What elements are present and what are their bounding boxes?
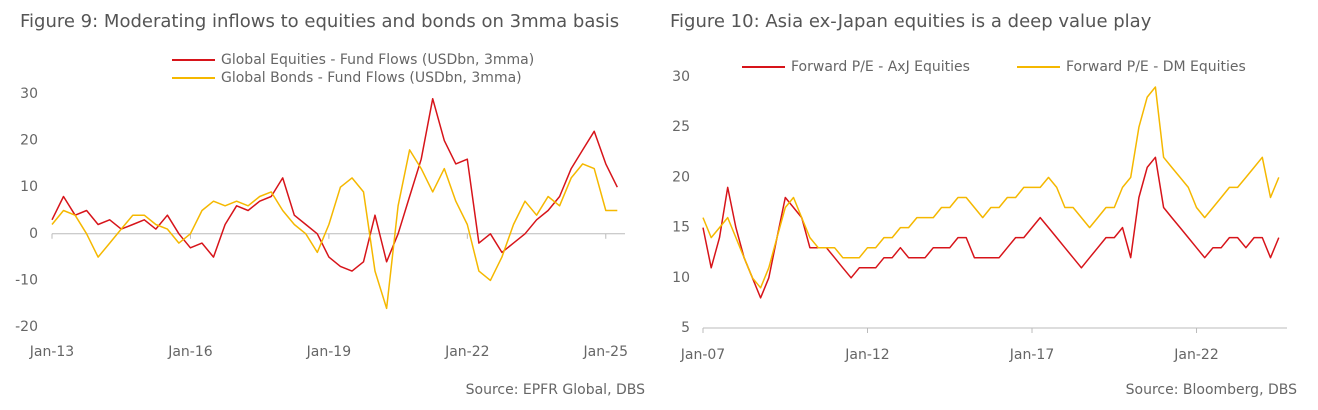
y-tick-label: -20 xyxy=(15,319,38,335)
legend-label: Forward P/E - AxJ Equities xyxy=(791,59,970,75)
source: Source: EPFR Global, DBS xyxy=(466,382,645,398)
series-line xyxy=(51,149,618,310)
x-tick-label: Jan-22 xyxy=(1173,347,1218,363)
series-line xyxy=(51,97,618,272)
x-tick-label: Jan-17 xyxy=(1009,347,1054,363)
legend-label: Global Equities - Fund Flows (USDbn, 3mm… xyxy=(221,52,534,68)
y-tick-label: -10 xyxy=(15,272,38,288)
series-line xyxy=(702,86,1280,289)
legend-label: Global Bonds - Fund Flows (USDbn, 3mma) xyxy=(221,70,522,86)
x-tick-label: Jan-13 xyxy=(29,344,74,360)
y-tick-label: 10 xyxy=(672,270,690,286)
y-tick-label: 0 xyxy=(29,226,38,242)
y-tick-label: 5 xyxy=(681,320,690,336)
y-tick-label: 10 xyxy=(20,179,38,195)
x-tick-label: Jan-12 xyxy=(844,347,889,363)
y-tick-label: 15 xyxy=(672,220,690,236)
series-line xyxy=(702,156,1280,299)
chart-title: Figure 9: Moderating inflows to equities… xyxy=(20,11,619,32)
y-tick-label: 30 xyxy=(20,86,38,102)
chart-title: Figure 10: Asia ex-Japan equities is a d… xyxy=(670,11,1152,32)
x-tick-label: Jan-19 xyxy=(306,344,351,360)
legend-label: Forward P/E - DM Equities xyxy=(1066,59,1246,75)
y-tick-label: 25 xyxy=(672,119,690,135)
y-tick-label: 20 xyxy=(672,169,690,185)
source: Source: Bloomberg, DBS xyxy=(1126,382,1297,398)
x-tick-label: Jan-25 xyxy=(583,344,628,360)
x-tick-label: Jan-07 xyxy=(680,347,725,363)
y-tick-label: 30 xyxy=(672,69,690,85)
x-tick-label: Jan-16 xyxy=(167,344,213,360)
x-tick-label: Jan-22 xyxy=(444,344,489,360)
y-tick-label: 20 xyxy=(20,133,38,149)
